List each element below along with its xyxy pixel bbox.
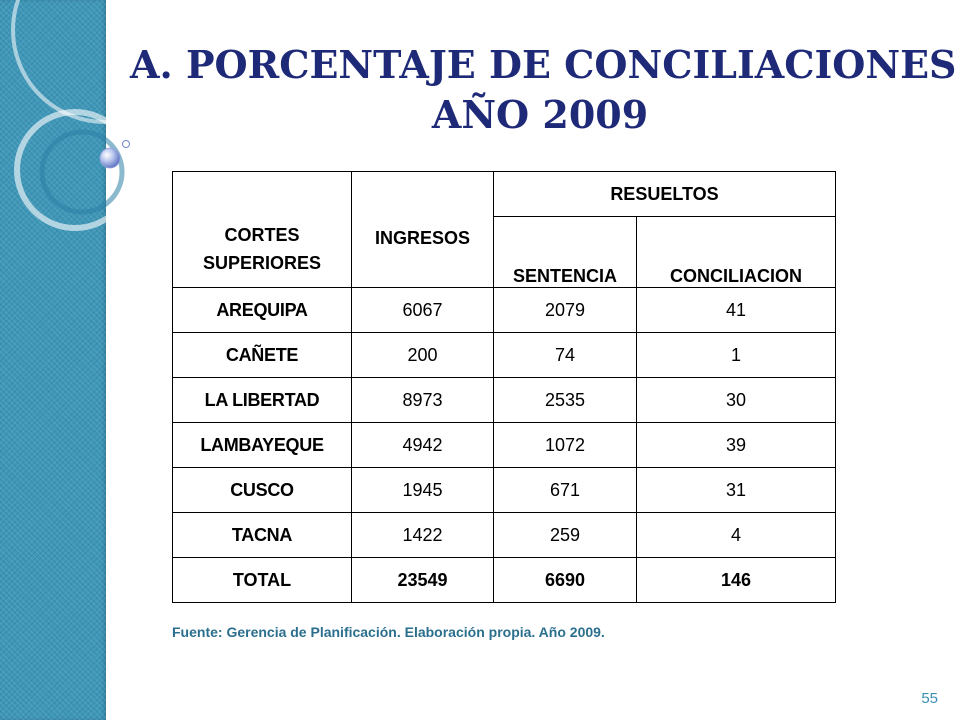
cell-ingresos: 1422 [351, 512, 494, 558]
cell-total-sentencia: 6690 [493, 557, 637, 603]
cell-sentencia: 74 [493, 332, 637, 378]
header-row-top: CORTES SUPERIORES INGRESOS RESUELTOS [172, 171, 836, 288]
cell-corte: TACNA [172, 512, 352, 558]
cell-corte: AREQUIPA [172, 287, 352, 333]
cell-ingresos: 200 [351, 332, 494, 378]
cell-corte: CAÑETE [172, 332, 352, 378]
cell-corte: CUSCO [172, 467, 352, 513]
table-row: AREQUIPA 6067 2079 41 [172, 287, 836, 333]
title-line-2: AÑO 2009 [431, 92, 649, 137]
table-row: CAÑETE 200 74 1 [172, 332, 836, 378]
cell-corte: LAMBAYEQUE [172, 422, 352, 468]
header-resueltos: RESUELTOS [493, 171, 836, 217]
conciliaciones-table: CORTES SUPERIORES INGRESOS RESUELTOS SEN… [172, 171, 836, 603]
header-sentencia: SENTENCIA [493, 216, 637, 288]
cell-sentencia: 1072 [493, 422, 637, 468]
cell-conciliacion: 41 [636, 287, 836, 333]
cell-conciliacion: 1 [636, 332, 836, 378]
table-row: LAMBAYEQUE 4942 1072 39 [172, 422, 836, 468]
cell-conciliacion: 4 [636, 512, 836, 558]
cell-total-ingresos: 23549 [351, 557, 494, 603]
table-row: TACNA 1422 259 4 [172, 512, 836, 558]
table-row: CUSCO 1945 671 31 [172, 467, 836, 513]
header-row-sub: SENTENCIA CONCILIACION [173, 216, 836, 288]
cell-sentencia: 2079 [493, 287, 637, 333]
cell-ingresos: 1945 [351, 467, 494, 513]
table-total-row: TOTAL 23549 6690 146 [172, 557, 836, 603]
cell-ingresos: 8973 [351, 377, 494, 423]
slide-title: A. PORCENTAJE DE CONCILIACIONES: AÑO 200… [130, 40, 960, 140]
header-cortes: CORTES SUPERIORES [172, 171, 352, 288]
cell-sentencia: 2535 [493, 377, 637, 423]
header-conciliacion: CONCILIACION [636, 216, 836, 288]
cell-conciliacion: 31 [636, 467, 836, 513]
cell-corte: LA LIBERTAD [172, 377, 352, 423]
page-number: 55 [921, 690, 938, 707]
cell-total-conciliacion: 146 [636, 557, 836, 603]
table-row: LA LIBERTAD 8973 2535 30 [172, 377, 836, 423]
cell-sentencia: 259 [493, 512, 637, 558]
cell-sentencia: 671 [493, 467, 637, 513]
title-line-1: A. PORCENTAJE DE CONCILIACIONES: [130, 42, 960, 87]
cell-ingresos: 6067 [351, 287, 494, 333]
cell-conciliacion: 30 [636, 377, 836, 423]
cell-ingresos: 4942 [351, 422, 494, 468]
cell-total-label: TOTAL [172, 557, 352, 603]
cell-conciliacion: 39 [636, 422, 836, 468]
header-ingresos: INGRESOS [351, 171, 494, 288]
source-note: Fuente: Gerencia de Planificación. Elabo… [172, 624, 605, 640]
decorative-circles [11, 0, 199, 231]
